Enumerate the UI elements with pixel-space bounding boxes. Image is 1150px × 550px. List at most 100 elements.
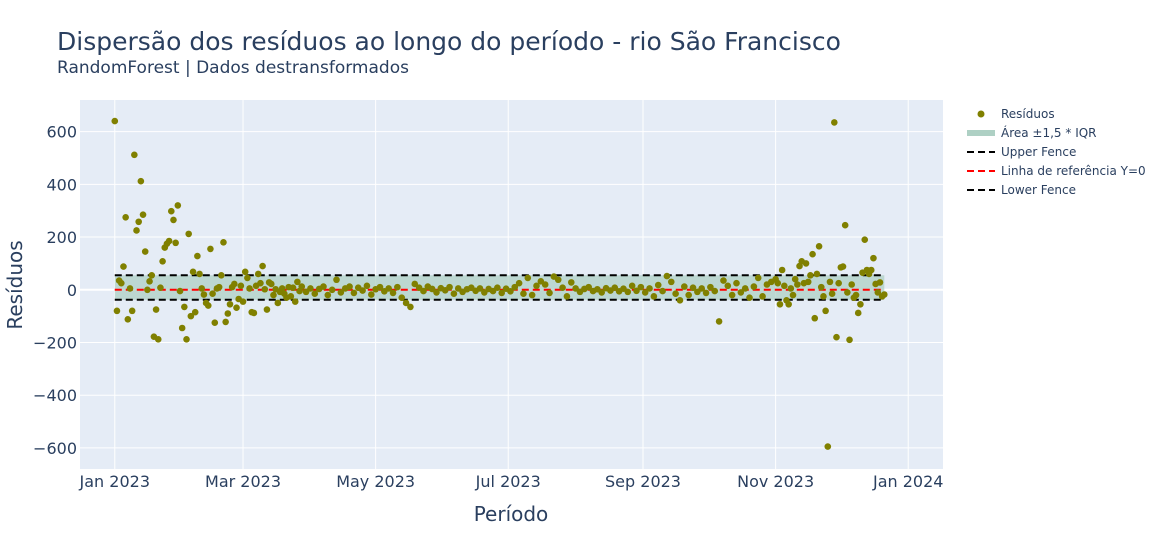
residual-point <box>848 281 856 288</box>
residual-point <box>359 287 366 294</box>
residual-point <box>398 294 406 301</box>
residual-point <box>833 333 840 341</box>
residual-point <box>776 300 784 308</box>
residual-point <box>183 336 190 343</box>
residual-point <box>113 307 121 315</box>
residual-point <box>198 285 206 292</box>
x-tick-label: Sep 2023 <box>605 472 681 491</box>
residual-point <box>287 293 295 300</box>
residual-point <box>498 289 506 297</box>
residual-point <box>446 283 453 291</box>
residual-point <box>159 258 166 265</box>
residual-point <box>520 290 527 298</box>
legend-item-residuos[interactable]: Resíduos <box>977 107 1055 121</box>
residual-point <box>324 291 332 299</box>
residual-point <box>672 290 679 298</box>
residual-point <box>698 285 706 292</box>
legend-item-iqr-area[interactable]: Área ±1,5 * IQR <box>967 125 1097 140</box>
residual-point <box>778 266 786 274</box>
chart-subtitle: RandomForest | Dados destransformados <box>57 58 409 78</box>
residual-point <box>363 282 371 290</box>
residual-point <box>728 291 736 299</box>
residual-point <box>291 298 299 305</box>
residual-point <box>187 312 195 320</box>
x-axis-title: Período <box>474 502 549 526</box>
residual-point <box>844 289 851 296</box>
residual-point <box>546 289 553 297</box>
residual-point <box>554 276 562 284</box>
residual-point <box>157 284 164 291</box>
residual-point <box>804 278 812 286</box>
residual-point <box>167 207 175 215</box>
x-tick-label: Jan 2024 <box>872 472 943 491</box>
residual-point <box>854 309 862 317</box>
residual-point <box>802 260 810 267</box>
residual-point <box>641 289 649 296</box>
residual-point <box>750 283 758 290</box>
residual-point <box>861 236 869 243</box>
residual-point <box>131 151 138 159</box>
residual-point <box>191 308 199 316</box>
residual-point <box>511 283 519 291</box>
residual-point <box>817 283 825 291</box>
residual-point <box>394 283 401 291</box>
residual-point <box>289 284 297 291</box>
y-tick-label: 400 <box>46 175 77 194</box>
residual-point <box>385 285 392 292</box>
residual-point <box>246 285 253 292</box>
residual-point <box>146 278 153 285</box>
residual-point <box>820 293 827 300</box>
residual-point <box>628 282 636 290</box>
residual-point <box>118 279 125 287</box>
residual-point <box>274 299 282 307</box>
y-axis-title: Resíduos <box>3 240 27 329</box>
legend-item-lower-fence[interactable]: Lower Fence <box>967 183 1076 197</box>
residual-point <box>813 270 821 278</box>
residual-point <box>337 289 345 296</box>
residual-point <box>137 177 145 185</box>
legend-label-reference-line: Linha de referência Y=0 <box>1001 164 1146 178</box>
residual-point <box>822 307 829 315</box>
residual-point <box>141 248 149 255</box>
residual-point <box>328 286 336 294</box>
x-axis-ticks: Jan 2023 Mar 2023 May 2023 Jul 2023 Sep 2023… <box>79 472 944 491</box>
residual-point <box>270 291 277 299</box>
residual-point <box>733 279 740 287</box>
residual-point <box>846 336 853 344</box>
residual-point <box>217 271 225 279</box>
residual-point <box>420 287 427 295</box>
residual-point <box>711 287 719 295</box>
residual-point <box>124 315 132 323</box>
residual-point <box>261 285 269 293</box>
residual-point <box>176 287 184 295</box>
residual-point <box>515 279 523 287</box>
residual-point <box>811 314 819 322</box>
legend-item-reference-line[interactable]: Linha de referência Y=0 <box>967 164 1146 178</box>
residual-point <box>241 268 249 276</box>
residual-point <box>707 283 714 291</box>
legend-item-upper-fence[interactable]: Upper Fence <box>967 145 1076 159</box>
residual-point <box>787 285 795 292</box>
residual-point <box>611 284 619 291</box>
residual-point <box>533 282 540 290</box>
residual-point <box>746 294 753 301</box>
residual-point <box>841 221 849 229</box>
residual-point <box>528 291 536 299</box>
legend-label-iqr-area: Área ±1,5 * IQR <box>1001 125 1097 140</box>
residual-point <box>209 290 216 298</box>
residual-point <box>876 279 884 286</box>
residual-point <box>165 237 173 245</box>
residual-point <box>585 283 592 291</box>
residual-point <box>450 290 458 298</box>
residual-point <box>174 202 182 209</box>
residual-point <box>852 291 860 299</box>
residual-point <box>411 280 419 288</box>
y-tick-label: 0 <box>67 281 77 300</box>
residual-point <box>224 310 232 317</box>
residual-point <box>250 309 258 317</box>
residual-point <box>741 285 749 292</box>
residual-point <box>826 278 834 286</box>
residual-point <box>263 306 271 313</box>
residual-point <box>135 218 142 226</box>
